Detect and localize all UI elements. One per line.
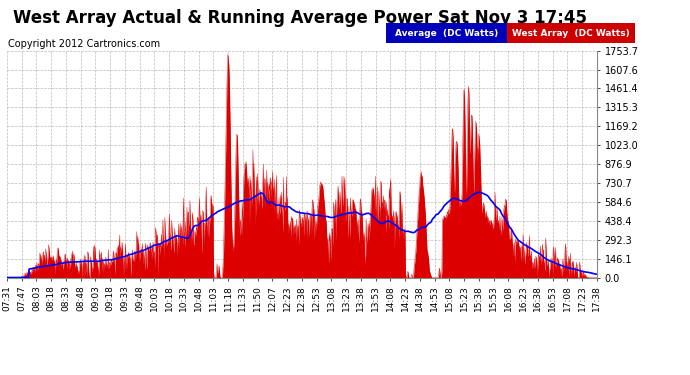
Text: West Array  (DC Watts): West Array (DC Watts) (512, 28, 630, 38)
Text: Average  (DC Watts): Average (DC Watts) (395, 28, 498, 38)
Text: West Array Actual & Running Average Power Sat Nov 3 17:45: West Array Actual & Running Average Powe… (13, 9, 587, 27)
Text: Copyright 2012 Cartronics.com: Copyright 2012 Cartronics.com (8, 39, 160, 50)
